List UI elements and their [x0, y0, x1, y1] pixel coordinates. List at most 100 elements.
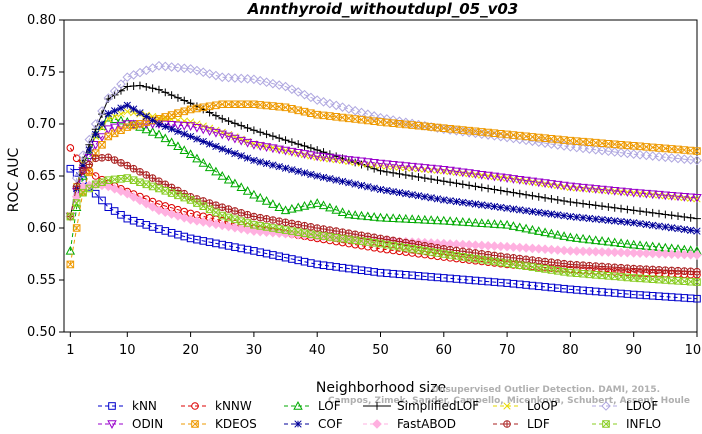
point-fastabod-25	[217, 220, 228, 231]
point-kdeos-20	[186, 105, 195, 114]
point-ldof-81	[571, 142, 582, 153]
point-ldf-43	[332, 227, 340, 235]
point-inflo-1	[66, 212, 75, 221]
x-tick-label-10: 100	[685, 343, 702, 358]
point-lof-31	[255, 192, 265, 202]
point-cof-70	[503, 204, 511, 212]
point-ldf-79	[560, 259, 568, 268]
point-odin-45	[344, 156, 354, 165]
series-line-cof	[69, 104, 698, 232]
point-ldf-84	[591, 262, 600, 270]
point-ldf-76	[541, 257, 549, 266]
point-ldof-43	[331, 100, 341, 111]
point-loop-76	[541, 180, 549, 188]
legend-swatch-marker-lof	[293, 401, 303, 410]
point-lof-26	[223, 174, 234, 184]
point-kdeos-70	[503, 130, 511, 139]
point-loop-92	[642, 190, 651, 198]
point-lof-53	[394, 213, 405, 223]
point-cof-53	[395, 188, 404, 197]
point-cof-58	[427, 194, 435, 202]
point-lof-78	[553, 229, 563, 239]
point-knn-10	[123, 214, 132, 223]
point-cof-50	[376, 185, 385, 194]
legend-item-inflo: INFLO	[592, 417, 661, 431]
point-odin-53	[394, 161, 405, 171]
watermark-line-1: Unsupervised Outlier Detection. DAMI, 20…	[432, 385, 660, 395]
point-simplifiedlof-96	[667, 211, 676, 220]
point-odin-87	[609, 186, 620, 196]
point-ldf-81	[572, 261, 581, 269]
point-inflo-85	[598, 271, 606, 280]
point-odin-62	[451, 167, 462, 177]
point-ldf-37	[294, 220, 303, 229]
legend-swatch-marker-cof	[294, 420, 302, 428]
point-cof-90	[630, 219, 638, 227]
legend-label-lof: LOF	[318, 399, 341, 413]
point-ldf-97	[674, 267, 682, 275]
point-ldof-95	[660, 152, 671, 163]
point-odin-42	[325, 153, 335, 163]
point-lof-67	[483, 218, 493, 228]
point-cof-41	[319, 173, 328, 182]
point-simplifiedlof-19	[180, 96, 189, 105]
point-simplifiedlof-94	[655, 209, 663, 218]
point-inflo-13	[142, 180, 151, 189]
point-kdeos-21	[193, 104, 201, 113]
legend-label-loop: LoOP	[527, 399, 558, 413]
point-lof-83	[584, 234, 595, 244]
point-ldf-42	[326, 226, 334, 234]
point-cof-96	[668, 224, 676, 232]
series-inflo	[66, 174, 701, 286]
point-simplifiedlof-88	[617, 204, 625, 213]
point-ldf-30	[250, 212, 258, 221]
point-odin-84	[590, 185, 601, 194]
point-fastabod-80	[565, 246, 576, 256]
point-knn-13	[142, 221, 151, 229]
point-cof-93	[649, 221, 657, 229]
point-odin-81	[571, 183, 582, 192]
point-ldof-84	[590, 144, 601, 155]
point-knn-15	[155, 225, 163, 233]
point-lof-81	[571, 233, 582, 242]
point-knn-6	[98, 196, 106, 205]
point-ldof-83	[584, 144, 595, 154]
point-simplifiedlof-74	[528, 191, 537, 200]
point-kdeos-4	[85, 168, 94, 177]
point-simplifiedlof-35	[281, 136, 290, 145]
point-cof-47	[357, 181, 366, 190]
point-ldof-41	[318, 97, 329, 107]
point-ldof-80	[565, 142, 576, 152]
point-cof-36	[288, 166, 296, 174]
point-odin-60	[439, 165, 449, 175]
point-simplifiedlof-90	[629, 206, 638, 215]
point-knn-11	[129, 216, 138, 225]
point-loop-64	[465, 170, 473, 178]
point-knn-1	[66, 164, 75, 173]
point-cof-45	[345, 179, 353, 187]
point-odin-100	[692, 194, 702, 203]
point-simplifiedlof-6	[98, 110, 106, 119]
point-ldof-37	[293, 87, 304, 97]
point-lof-61	[445, 216, 455, 225]
point-ldf-33	[269, 216, 277, 224]
point-cof-97	[674, 224, 682, 233]
point-ldf-29	[243, 210, 252, 219]
point-lof-43	[331, 204, 341, 214]
point-ldof-29	[242, 74, 253, 84]
point-simplifiedlof-31	[256, 128, 265, 137]
point-fastabod-83	[584, 246, 595, 257]
point-lof-18	[173, 141, 183, 151]
point-odin-56	[413, 163, 424, 173]
point-odin-31	[255, 142, 265, 151]
point-ldof-48	[363, 109, 373, 120]
legend-label-cof: COF	[318, 417, 343, 431]
point-loop-65	[471, 170, 480, 179]
point-odin-66	[477, 170, 487, 180]
point-cof-49	[370, 184, 378, 192]
point-cof-71	[509, 205, 518, 213]
point-kdeos-100	[693, 147, 701, 155]
point-ldf-4	[85, 160, 94, 169]
point-simplifiedlof-61	[446, 178, 455, 187]
point-odin-38	[299, 150, 310, 159]
